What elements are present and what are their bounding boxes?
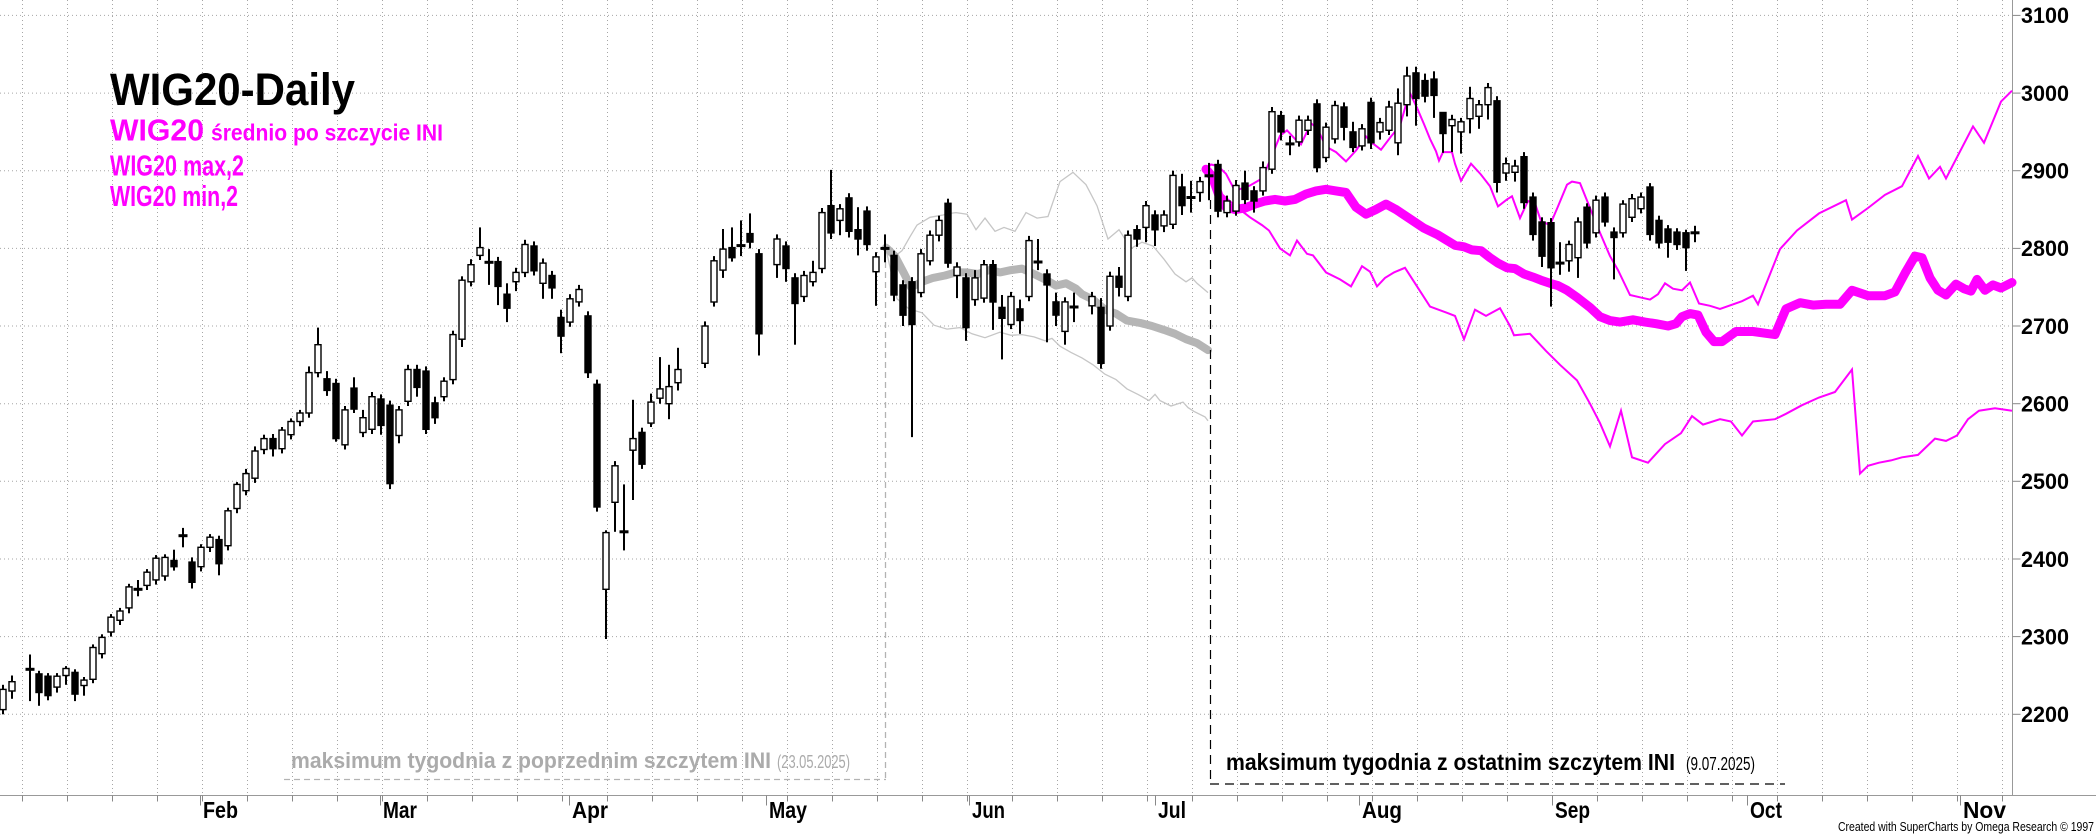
svg-text:WIG20-Daily: WIG20-Daily [110,64,355,115]
svg-text:maksimum tygodnia z ostatnim s: maksimum tygodnia z ostatnim szczytem IN… [1226,749,1675,775]
svg-text:2800: 2800 [2021,236,2069,261]
svg-text:May: May [769,797,807,823]
svg-text:Aug: Aug [1362,797,1402,823]
svg-text:średnio po szczycie INI: średnio po szczycie INI [211,120,443,146]
svg-text:Jun: Jun [972,797,1005,823]
svg-text:Nov: Nov [1963,797,2006,823]
svg-text:Oct: Oct [1750,797,1782,823]
svg-text:2900: 2900 [2021,159,2069,184]
svg-text:2400: 2400 [2021,547,2069,572]
svg-text:3100: 3100 [2021,3,2069,28]
svg-text:Sep: Sep [1555,797,1590,823]
svg-text:2200: 2200 [2021,702,2069,727]
svg-text:Created with SuperCharts by Om: Created with SuperCharts by Omega Resear… [1838,820,2094,834]
svg-text:2300: 2300 [2021,624,2069,649]
svg-text:3000: 3000 [2021,81,2069,106]
svg-text:2700: 2700 [2021,314,2069,339]
svg-text:maksimum tygodnia z poprzednim: maksimum tygodnia z poprzednim szczytem … [291,748,771,773]
svg-text:Apr: Apr [572,797,608,823]
svg-text:(9.07.2025): (9.07.2025) [1686,753,1755,774]
svg-text:2500: 2500 [2021,469,2069,494]
svg-text:Mar: Mar [383,797,417,823]
svg-text:WIG20 max,2: WIG20 max,2 [110,151,244,183]
svg-text:WIG20: WIG20 [110,113,204,148]
svg-text:Jul: Jul [1158,797,1186,823]
svg-text:2600: 2600 [2021,392,2069,417]
svg-text:Feb: Feb [203,797,238,823]
svg-text:(23.05.2025): (23.05.2025) [777,752,850,772]
svg-text:WIG20 min,2: WIG20 min,2 [110,181,238,213]
